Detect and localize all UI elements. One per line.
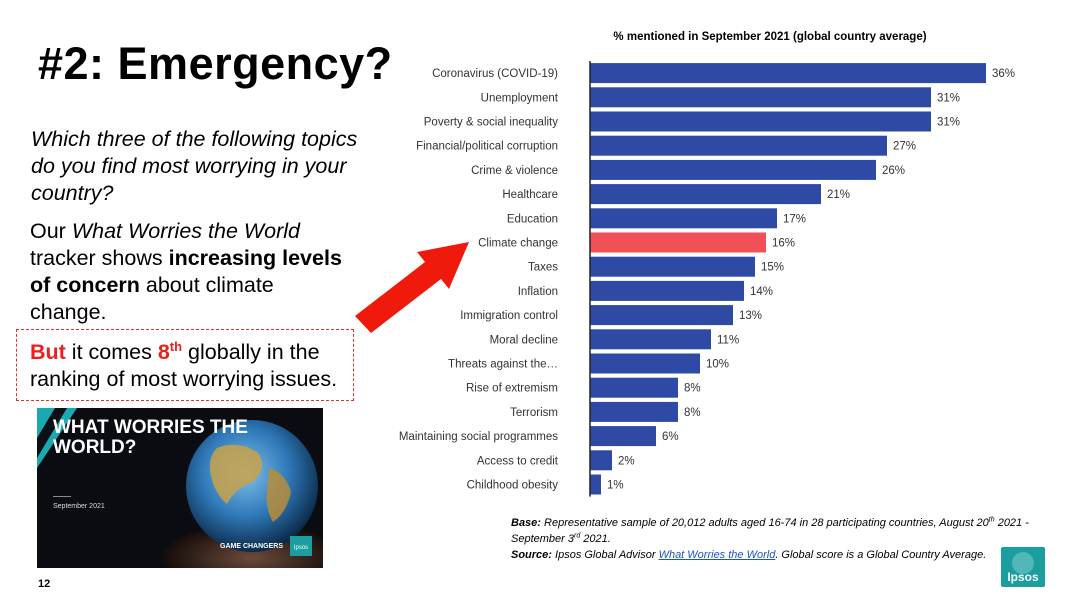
category-label: Maintaining social programmes [399,431,558,443]
category-label: Access to credit [477,455,559,467]
category-label: Poverty & social inequality [424,117,558,129]
bars-group: Coronavirus (COVID-19) 36% Unemployment 31%… [399,63,1015,495]
value-label: 1% [607,480,624,492]
value-label: 31% [937,117,960,129]
ranking-number: 8 [157,340,170,364]
bar [590,377,678,398]
source-text-2: . Global score is a Global Country Avera… [775,549,987,561]
bar [590,305,733,326]
ranking-suffix: th [169,338,183,354]
bar [590,159,876,180]
tracker-statement: Our What Worries the World tracker shows… [30,218,350,326]
slide-title: #2: Emergency? [38,38,393,89]
category-label: Unemployment [481,92,559,104]
bar [590,63,986,84]
ranking-text-2: globally in the ranking of most worrying… [30,340,338,391]
cover-title: WHAT WORRIES THE WORLD? [53,417,248,458]
category-label: Taxes [528,262,558,274]
bar [590,208,777,229]
source-label: Source: [511,549,552,561]
bar [590,184,821,205]
base-text-2: 2021 - September 3 [511,517,1029,545]
value-label: 14% [750,286,773,298]
value-label: 2% [618,455,635,467]
tracker-name: What Worries the World [71,219,301,243]
category-label: Immigration control [460,310,558,322]
category-label: Financial/political corruption [416,141,558,153]
tracker-text-2: tracker shows [30,246,169,270]
report-cover-thumbnail: WHAT WORRIES THE WORLD? September 2021 G… [37,408,323,568]
ranking-box [16,329,354,401]
category-label: Education [507,213,558,225]
bar [590,426,656,447]
bar [590,135,887,156]
value-label: 15% [761,262,784,274]
ranking-text-1: it comes [65,340,158,364]
value-label: 36% [992,68,1015,80]
cover-ipsos-logo: Ipsos [290,536,312,556]
base-sup-1: th [988,516,995,524]
value-label: 21% [827,189,850,201]
ipsos-logo: Ipsos [1001,547,1045,587]
bar [590,280,744,301]
category-label: Climate change [478,238,558,250]
category-label: Coronavirus (COVID-19) [432,68,558,80]
category-label: Threats against the… [448,359,558,371]
arrow-icon [355,242,469,333]
tracker-text-3: about climate change. [30,273,274,324]
category-label: Childhood obesity [467,480,559,492]
source-text-1: Ipsos Global Advisor [551,549,659,561]
bar [590,401,678,422]
base-text-1: Representative sample of 20,012 adults a… [540,517,989,529]
value-label: 16% [772,238,795,250]
bar [590,111,931,132]
value-label: 8% [684,407,701,419]
bar [590,232,766,253]
value-label: 26% [882,165,905,177]
value-label: 17% [783,213,806,225]
value-label: 13% [739,310,762,322]
category-label: Healthcare [502,189,558,201]
value-label: 31% [937,92,960,104]
globe-image [37,408,323,568]
ipsos-logo-mark: Ipsos [1001,547,1045,587]
bar [590,353,700,374]
tracker-text-1: Our [30,219,72,243]
bar [590,87,931,108]
bar [590,256,755,277]
value-label: 10% [706,359,729,371]
value-label: 27% [893,141,916,153]
ranking-but: But [30,340,66,364]
source-link[interactable]: What Worries the World [658,549,776,561]
value-label: 6% [662,431,679,443]
page-number: 12 [38,578,51,590]
base-sup-2: rd [573,532,581,540]
category-label: Moral decline [490,334,558,346]
survey-question: Which three of the following topics do y… [31,127,358,205]
chart-title: % mentioned in September 2021 (global co… [613,31,927,43]
ranking-statement: But it comes 8th globally in the ranking… [30,339,360,393]
bar [590,474,601,495]
bar [590,450,612,471]
cover-date: September 2021 [53,503,105,510]
bar [590,329,711,350]
footnotes: Base: Representative sample of 20,012 ad… [511,515,1041,563]
category-label: Terrorism [510,407,558,419]
category-label: Crime & violence [471,165,558,177]
ipsos-logo-text: Ipsos [1007,570,1039,584]
category-label: Inflation [518,286,558,298]
value-label: 8% [684,383,701,395]
value-label: 11% [717,334,739,346]
tracker-emphasis: increasing levels of concern [30,246,342,297]
base-label: Base: [511,517,541,529]
base-text-3: 2021. [580,533,611,545]
cover-tagline: GAME CHANGERS [220,543,284,550]
category-label: Rise of extremism [466,383,558,395]
